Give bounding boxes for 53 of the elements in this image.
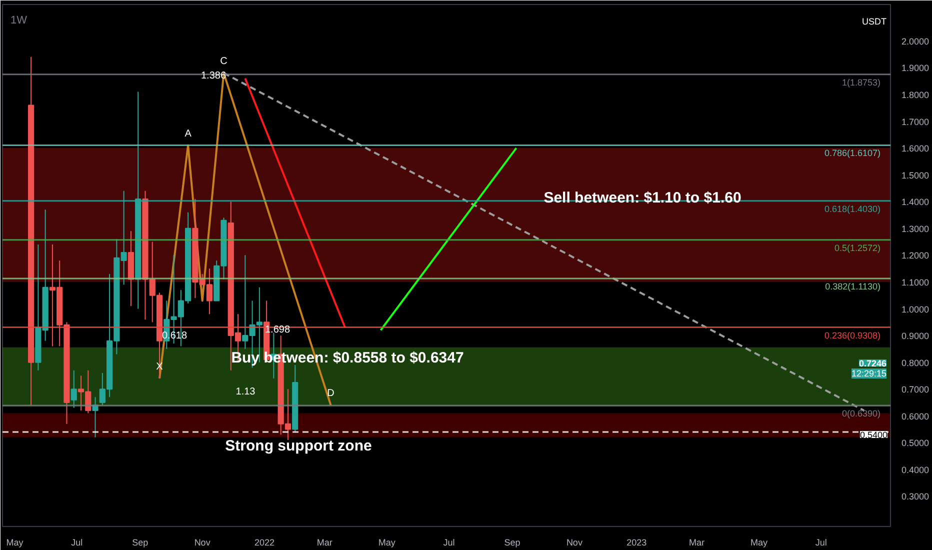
annotation: 1.386 (200, 70, 226, 82)
y-tick-label: 0.4000 (902, 464, 930, 475)
y-tick-label: 2.0000 (902, 36, 930, 46)
x-tick-label: 2022 (254, 538, 275, 548)
x-tick-label: Nov (194, 538, 211, 548)
x-tick-label: May (6, 538, 24, 548)
annotation: A (184, 128, 192, 140)
x-tick-label: Nov (566, 538, 583, 548)
y-tick-label: 0.7000 (902, 384, 930, 395)
x-tick-label: May (750, 538, 768, 548)
ref-line-label: 0.5(1.2572) (834, 242, 881, 253)
annotation: USDT (862, 16, 887, 26)
y-tick-label: 1.0000 (902, 304, 930, 314)
line-series (158, 72, 332, 406)
y-tick-label: 1.5000 (902, 170, 930, 180)
x-tick-label: Sep (504, 538, 520, 548)
annotation: Sell between: $1.10 to $1.60 (544, 190, 742, 206)
annotation: C (220, 56, 228, 68)
ref-line-label: 0.618(1.4030) (824, 204, 881, 214)
x-tick-label: Mar (689, 538, 705, 548)
x-tick-label: May (378, 538, 396, 548)
y-tick-label: 1.1000 (902, 277, 930, 288)
annotation: 0.7246 (858, 358, 887, 368)
x-tick-label: Jul (71, 538, 83, 548)
y-tick-label: 1.7000 (902, 116, 930, 127)
ref-line-label: 0.786(1.6107) (824, 148, 881, 158)
y-tick-label: 1.6000 (902, 144, 930, 154)
x-tick-label: Jul (815, 538, 827, 548)
y-tick-label: 0.3000 (902, 492, 930, 502)
candlestick (70, 370, 77, 408)
ref-line-label: 1(1.8753) (842, 77, 881, 88)
y-tick-label: 0.5000 (902, 438, 930, 448)
y-tick-label: 0.8000 (902, 358, 930, 368)
x-tick-label: Jul (443, 538, 455, 548)
annotation: D (327, 388, 334, 400)
y-tick-label: 1.2000 (902, 250, 930, 261)
annotation: Strong support zone (225, 438, 372, 454)
y-tick-label: 1.4000 (902, 197, 930, 208)
y-tick-label: 0.9000 (902, 331, 930, 342)
y-tick-label: 1.9000 (902, 63, 930, 74)
annotation: 12:29:15 (851, 368, 887, 378)
x-tick-label: Mar (316, 538, 332, 548)
y-tick-label: 1.3000 (902, 224, 930, 234)
ref-line-label: 0.382(1.1130) (825, 281, 881, 292)
ref-line-label: 0(0.6390) (842, 408, 881, 418)
ref-line-label: 0.5400 (860, 430, 888, 440)
x-tick-label: Sep (132, 538, 148, 548)
text: 1W (10, 14, 28, 26)
annotation: 1.13 (236, 386, 256, 398)
y-tick-label: 1.8000 (902, 90, 930, 100)
y-tick-label: 0.6000 (902, 411, 930, 422)
ref-line-label: 0.236(0.9308) (824, 330, 881, 340)
x-tick-label: 2023 (626, 538, 647, 548)
